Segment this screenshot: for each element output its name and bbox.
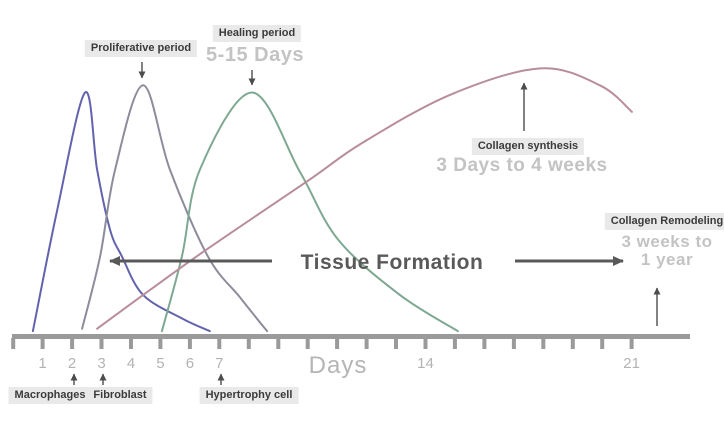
x-axis-title: Days [308,352,368,379]
curve-fibroblast [81,84,269,333]
axis-tick [305,338,310,349]
axis-tick [99,338,104,349]
curve-hypertrophy-cell [160,91,459,333]
axis-tick [335,338,340,349]
axis-tick [276,338,281,349]
healing-period-label: Healing period [212,25,302,42]
axis-tick-label: 5 [156,355,165,372]
axis-tick-label: 6 [185,355,195,372]
axis-tick-label: 2 [67,355,77,372]
axis-tick [70,338,75,349]
axis-tick [629,338,634,349]
axis-tick [11,338,16,349]
fibroblast-label: Fibroblast [87,387,153,404]
collagen-remodeling-range-line1: 3 weeks to [621,232,713,251]
tissue-formation-title: Tissue Formation [300,251,484,274]
axis-tick-label: 14 [417,355,434,372]
axis-tick [541,338,546,349]
axis-tick [217,338,222,349]
axis-tick [600,338,605,349]
axis-tick-label: 4 [126,355,136,372]
collagen-synthesis-label: Collagen synthesis [471,138,585,155]
hypertrophy-cell-label: Hypertrophy cell [199,387,299,404]
axis-tick-label: 1 [38,355,47,372]
axis-tick-label: 3 [97,355,106,372]
healing-period-range: 5-15 Days [206,44,304,66]
proliferative-period-label: Proliferative period [84,40,198,57]
macrophages-label: Macrophages [8,387,92,404]
axis-tick [158,338,163,349]
axis-tick [511,338,516,349]
axis-tick [570,338,575,349]
curves-group [31,67,633,333]
axis-tick [246,338,251,349]
curve-collagen-synthesis [96,67,633,330]
collagen-remodeling-label: Collagen Remodeling [604,213,724,230]
axis-bar [12,334,690,339]
collagen-remodeling-range-line2: 1 year [640,250,694,269]
axis-tick [423,338,428,349]
x-axis [11,334,690,349]
axis-tick [129,338,133,349]
axis-tick [452,338,457,349]
curve-macrophages [31,91,211,333]
axis-tick [187,338,192,349]
axis-tick-label: 21 [623,355,640,372]
collagen-synthesis-range: 3 Days to 4 weeks [436,155,608,176]
collagen-remodeling-range: 3 weeks to 1 year [622,233,713,269]
axis-tick [40,338,45,349]
axis-tick [482,338,487,349]
axis-tick [364,338,369,349]
axis-tick [394,338,398,349]
axis-tick-label: 7 [215,355,224,372]
